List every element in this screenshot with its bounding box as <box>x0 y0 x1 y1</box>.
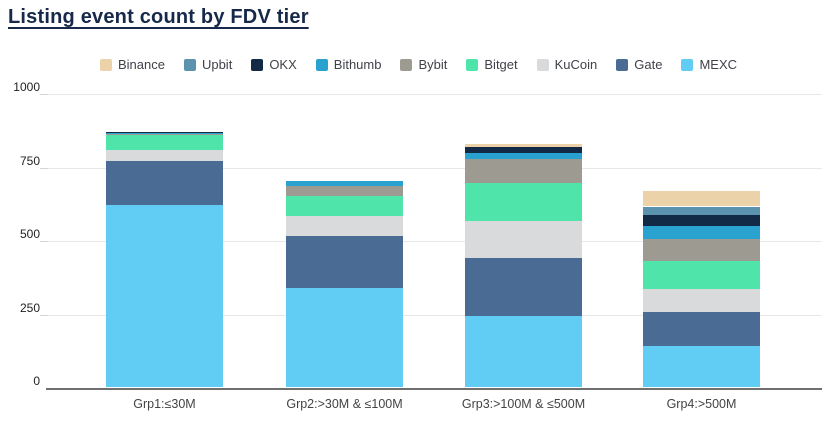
legend-swatch-bitget <box>466 58 479 71</box>
legend-label: Binance <box>117 57 165 72</box>
legend-label: OKX <box>269 57 297 72</box>
legend-item-kucoin[interactable]: KuCoin <box>536 57 598 72</box>
plot-area: 0 250 500 750 1000 Grp1:≤30M Grp2:>30M & ≤100M… <box>13 80 822 411</box>
bar-segment-bybit-grp4 <box>643 239 760 262</box>
legend-label: Bithumb <box>333 57 382 72</box>
bar-segment-kucoin-grp4 <box>643 289 760 313</box>
y-axis-label-250: 250 <box>19 300 40 315</box>
legend-item-bitget[interactable]: Bitget <box>466 57 518 72</box>
y-axis-label-500: 500 <box>19 227 40 241</box>
bar-segment-bybit-grp3 <box>465 158 582 183</box>
legend-item-bithumb[interactable]: Bithumb <box>315 57 382 72</box>
legend-swatch-mexc <box>681 58 694 71</box>
bar-segment-mexc-grp3 <box>465 316 582 387</box>
x-axis-label-grp1: Grp1:≤30M <box>133 397 196 411</box>
bar-segment-gate-grp2 <box>286 236 403 288</box>
legend-swatch-binance <box>99 58 112 71</box>
bar-segment-bithumb-grp4 <box>643 225 760 240</box>
y-tick-750 <box>40 167 48 169</box>
y-tick-500 <box>40 241 48 242</box>
x-axis-line <box>46 388 822 390</box>
legend-swatch-kucoin <box>536 58 549 71</box>
bar-segment-okx-grp1 <box>106 131 223 133</box>
bar-segment-mexc-grp2 <box>286 287 403 387</box>
bar-grp2 <box>286 93 403 387</box>
bar-segment-kucoin-grp2 <box>286 216 403 237</box>
bar-segment-kucoin-grp1 <box>106 150 223 162</box>
legend-item-bybit[interactable]: Bybit <box>400 57 447 72</box>
y-axis-label-750: 750 <box>19 153 40 168</box>
bar-segment-gate-grp1 <box>106 161 223 205</box>
y-axis-label-1000: 1000 <box>13 80 40 94</box>
legend-swatch-bybit <box>400 58 413 71</box>
bar-grp4 <box>643 93 760 387</box>
x-axis-label-grp3: Grp3:>100M & ≤500M <box>461 397 586 411</box>
bar-segment-upbit-grp4 <box>643 206 760 216</box>
gridline-1000 <box>48 94 822 95</box>
bar-segment-okx-grp4 <box>643 215 760 226</box>
bar-grp3 <box>465 93 582 387</box>
legend-label: Upbit <box>201 57 233 72</box>
bar-segment-bitget-grp3 <box>465 182 582 222</box>
legend-swatch-okx <box>251 58 264 71</box>
legend-label: KuCoin <box>554 57 598 72</box>
legend-item-upbit[interactable]: Upbit <box>183 57 233 72</box>
legend-label: Bybit <box>418 57 448 72</box>
legend-item-okx[interactable]: OKX <box>251 57 297 72</box>
bar-segment-gate-grp3 <box>465 257 582 317</box>
gridline-250 <box>48 314 822 316</box>
y-tick-250 <box>40 314 48 316</box>
legend-swatch-bithumb <box>315 58 328 71</box>
bar-segment-gate-grp4 <box>643 312 760 347</box>
bar-segment-bybit-grp2 <box>286 186 403 197</box>
x-axis-label-grp4: Grp4:>500M <box>666 397 737 411</box>
legend-swatch-upbit <box>183 58 196 71</box>
legend-label: Bitget <box>484 57 518 72</box>
bar-segment-bitget-grp2 <box>286 196 403 217</box>
bar-segment-bybit-grp1 <box>106 133 223 135</box>
gridline-750 <box>48 167 822 169</box>
legend-label: Gate <box>634 57 663 72</box>
bar-segment-bitget-grp4 <box>643 261 760 290</box>
legend-label: MEXC <box>699 57 738 72</box>
bar-grp1 <box>106 93 223 387</box>
legend-swatch-gate <box>616 58 629 71</box>
x-axis-label-grp2: Grp2:>30M & ≤100M <box>286 397 403 411</box>
bar-segment-bithumb-grp3 <box>465 152 582 159</box>
bar-segment-kucoin-grp3 <box>465 221 582 258</box>
legend-item-mexc[interactable]: MEXC <box>681 57 737 72</box>
bar-segment-mexc-grp4 <box>643 346 760 387</box>
bar-segment-binance-grp3 <box>465 144 582 147</box>
legend-item-gate[interactable]: Gate <box>616 57 662 72</box>
legend: Binance Upbit OKX Bithumb Bybit Bitget KuCoin G… <box>0 57 837 72</box>
bar-segment-bithumb-grp2 <box>286 181 403 187</box>
legend-item-binance[interactable]: Binance <box>99 57 165 72</box>
bar-segment-okx-grp3 <box>465 146 582 153</box>
bar-segment-bitget-grp1 <box>106 134 223 151</box>
bar-segment-bithumb-grp1 <box>106 133 223 134</box>
bar-segment-binance-grp4 <box>643 190 760 207</box>
chart-title: Listing event count by FDV tier <box>8 6 309 28</box>
y-axis-label-0: 0 <box>33 374 40 388</box>
gridline-500 <box>48 241 822 242</box>
bar-segment-mexc-grp1 <box>106 204 223 387</box>
y-tick-1000 <box>40 94 48 95</box>
